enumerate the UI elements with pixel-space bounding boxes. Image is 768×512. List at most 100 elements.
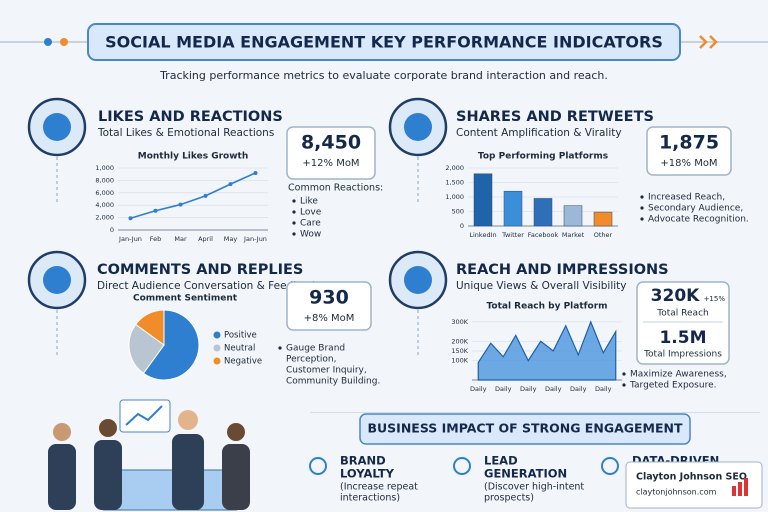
- x-tick-label: May: [224, 235, 238, 243]
- kpi-value: 1,875: [659, 132, 719, 154]
- kpi-value: 1.5M: [659, 328, 706, 348]
- y-tick-label: 1,000: [445, 193, 464, 201]
- y-tick-label: 150K: [451, 347, 468, 355]
- icon: [404, 266, 432, 294]
- bullet: [640, 206, 644, 210]
- dot: [60, 38, 68, 46]
- impact-item-text: (Discover high-intent: [484, 482, 584, 493]
- chart-title: Monthly Likes Growth: [138, 152, 249, 162]
- x-tick-label: Daily: [495, 385, 512, 393]
- list-item: Gauge Brand: [286, 344, 345, 354]
- bullet: [292, 232, 296, 236]
- chart-title: Comment Sentiment: [133, 294, 238, 304]
- panel-subtitle: Unique Views & Overall Visibility: [456, 280, 627, 292]
- x-tick-label: Facebook: [528, 231, 559, 239]
- panel-subtitle: Total Likes & Emotional Reactions: [97, 127, 274, 139]
- x-tick-label: Other: [594, 231, 613, 239]
- legend-swatch: [213, 344, 221, 352]
- legend-swatch: [213, 331, 221, 339]
- x-tick-label: Jan-Jun: [243, 235, 267, 243]
- pie-slice: [134, 309, 165, 346]
- list-item: Perception,: [286, 355, 336, 365]
- bar: [563, 205, 583, 227]
- list-item: Wow: [300, 230, 321, 240]
- bullet: [292, 199, 296, 203]
- y-tick-label: 0: [110, 226, 114, 234]
- list-item: Maximize Awareness,: [630, 370, 727, 380]
- pie-slice: [142, 309, 200, 381]
- kpi-change: +8% MoM: [304, 313, 355, 324]
- impact-item-title: LEAD: [484, 454, 518, 468]
- kpi-value: 320K: [651, 286, 700, 306]
- x-tick-label: Daily: [470, 385, 487, 393]
- y-tick-label: 300K: [451, 318, 468, 326]
- list-item: Love: [300, 208, 322, 218]
- x-tick-label: Daily: [595, 385, 612, 393]
- point: [128, 216, 133, 221]
- bullet: [640, 195, 644, 199]
- kpi-box: [636, 281, 730, 365]
- impact-icon: [453, 457, 471, 475]
- x-tick-label: Daily: [520, 385, 537, 393]
- kpi-value: 930: [309, 287, 349, 309]
- panel-subtitle: Content Amplification & Virality: [456, 127, 622, 139]
- y-tick-label: 1,000: [95, 164, 114, 172]
- kpi-label: Total Reach: [656, 309, 708, 319]
- pie-slice: [128, 323, 165, 375]
- y-tick-label: 2,000: [445, 164, 464, 172]
- kpi-change: +12% MoM: [302, 158, 359, 169]
- panel-title: REACH AND IMPRESSIONS: [456, 262, 669, 278]
- y-tick-label: 8,000: [95, 176, 114, 184]
- x-tick-label: Twitter: [501, 231, 524, 239]
- y-tick-label: 4,000: [95, 201, 114, 209]
- legend-label: Negative: [224, 357, 262, 367]
- panel-title: SHARES AND RETWEETS: [456, 109, 654, 125]
- bullet: [622, 383, 626, 387]
- chart-title: Total Reach by Platform: [486, 302, 607, 312]
- list-item: Increased Reach,: [648, 193, 725, 203]
- bullet: [640, 217, 644, 221]
- kpi-value: 8,450: [301, 132, 361, 154]
- bullet: [278, 346, 282, 350]
- legend-label: Positive: [224, 331, 257, 341]
- impact-title: BUSINESS IMPACT OF STRONG ENGAGEMENT: [367, 421, 683, 436]
- legend-label: Neutral: [224, 344, 255, 354]
- y-tick-label: 200K: [451, 337, 468, 345]
- legend-swatch: [213, 357, 221, 365]
- x-tick-label: Jan-Jun: [118, 235, 142, 243]
- panel-title: LIKES AND REACTIONS: [98, 109, 283, 125]
- impact-item-title: LOYALTY: [340, 467, 395, 481]
- kpi-box: [286, 126, 376, 180]
- area: [477, 320, 617, 381]
- y-tick-label: 2,000: [95, 214, 114, 222]
- dot: [44, 38, 52, 46]
- point: [228, 182, 233, 187]
- point: [253, 170, 258, 175]
- icon: [404, 113, 432, 141]
- x-tick-label: Daily: [545, 385, 562, 393]
- impact-item-title: GENERATION: [484, 467, 567, 481]
- list-item: Secondary Audience,: [648, 204, 743, 214]
- impact-item-text: (Increase repeat: [340, 482, 418, 493]
- impact-item-title: BRAND: [340, 454, 386, 468]
- list-title: Common Reactions:: [288, 183, 383, 194]
- subtitle: Tracking performance metrics to evaluate…: [159, 69, 608, 82]
- chart-title: Top Performing Platforms: [478, 152, 608, 162]
- list-item: Advocate Recognition.: [648, 215, 749, 225]
- list-item: Like: [300, 197, 318, 207]
- line: [130, 172, 256, 219]
- icon: [43, 266, 71, 294]
- x-tick-label: Market: [562, 231, 585, 239]
- list-item: Care: [300, 219, 321, 229]
- bar: [593, 211, 613, 227]
- point: [153, 208, 158, 213]
- x-tick-label: April: [198, 235, 213, 243]
- impact-item-text: prospects): [484, 493, 534, 504]
- x-tick-label: Mar: [174, 235, 187, 243]
- bar: [473, 173, 493, 227]
- y-tick-label: 500: [452, 208, 464, 216]
- y-tick-label: 1,500: [445, 179, 464, 187]
- kpi-box: [646, 126, 732, 176]
- kpi-label: Total Impressions: [643, 350, 722, 360]
- impact-item-text: interactions): [340, 493, 400, 504]
